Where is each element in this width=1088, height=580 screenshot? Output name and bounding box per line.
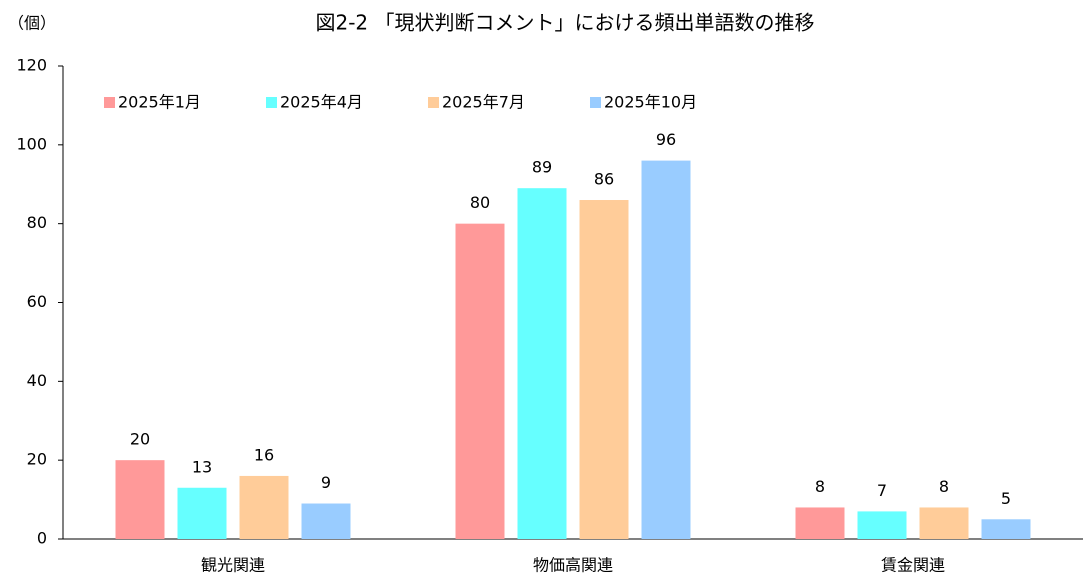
- y-tick-label: 80: [27, 213, 47, 232]
- bar: [517, 188, 567, 540]
- bar: [919, 507, 969, 539]
- legend-swatch: [428, 97, 439, 108]
- legend-label: 2025年10月: [604, 93, 697, 112]
- x-tick-label: 観光関連: [201, 556, 265, 575]
- y-axis-label: （個）: [8, 14, 56, 33]
- data-label: 86: [594, 170, 614, 189]
- data-label: 9: [321, 473, 331, 492]
- data-label: 5: [1001, 489, 1011, 508]
- x-tick-label: 賃金関連: [881, 556, 945, 575]
- legend-swatch: [590, 97, 601, 108]
- data-label: 16: [254, 445, 274, 464]
- chart-title: 図2-2 「現状判断コメント」における頻出単語数の推移: [315, 11, 814, 35]
- bar: [177, 487, 227, 539]
- bar: [641, 160, 691, 539]
- bar: [115, 460, 165, 539]
- x-tick-label: 物価高関連: [533, 556, 613, 575]
- data-label: 80: [470, 193, 490, 212]
- legend-swatch: [266, 97, 277, 108]
- data-label: 8: [939, 477, 949, 496]
- y-tick-label: 40: [27, 371, 47, 390]
- legend-label: 2025年1月: [118, 93, 201, 112]
- y-tick-label: 0: [37, 529, 47, 548]
- bar: [301, 503, 351, 539]
- bar: [981, 519, 1031, 539]
- y-tick-label: 100: [16, 134, 47, 153]
- data-label: 96: [656, 130, 676, 149]
- data-label: 8: [815, 477, 825, 496]
- legend-swatch: [104, 97, 115, 108]
- data-label: 13: [192, 457, 212, 476]
- bar: [579, 200, 629, 539]
- legend-label: 2025年4月: [280, 93, 363, 112]
- bar: [857, 511, 907, 539]
- y-tick-label: 120: [16, 56, 47, 75]
- bar: [795, 507, 845, 539]
- bar: [239, 475, 289, 539]
- data-label: 7: [877, 481, 887, 500]
- legend-label: 2025年7月: [442, 93, 525, 112]
- y-tick-label: 20: [27, 450, 47, 469]
- bar: [455, 223, 505, 539]
- y-tick-label: 60: [27, 292, 47, 311]
- data-label: 20: [130, 430, 150, 449]
- data-label: 89: [532, 158, 552, 177]
